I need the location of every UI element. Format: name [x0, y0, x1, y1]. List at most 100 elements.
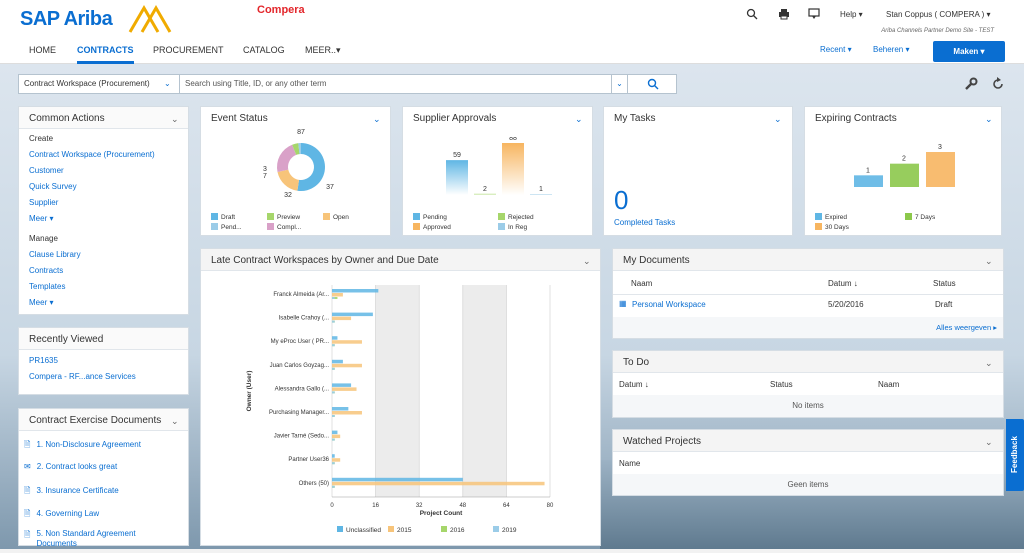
show-all-link[interactable]: Alles weergeven ▸: [936, 323, 997, 332]
chevron-down-icon[interactable]: ⌄: [985, 358, 993, 368]
bar: [926, 152, 955, 187]
divider: [179, 75, 180, 93]
panel-header: [19, 409, 188, 431]
search-scope[interactable]: Contract Workspace (Procurement): [24, 79, 150, 88]
slice-label: 87: [297, 129, 305, 136]
tab-procurement[interactable]: PROCUREMENT: [153, 45, 224, 55]
tick-label: 64: [503, 503, 510, 509]
wrench-icon[interactable]: [964, 77, 978, 91]
bar: [332, 411, 362, 415]
search-input[interactable]: Search using Title, ID, or any other ter…: [185, 79, 327, 88]
category-label: Others (50): [299, 481, 329, 487]
column-header-name[interactable]: Name: [619, 459, 641, 468]
column-header-name[interactable]: Naam: [631, 279, 653, 288]
recently-viewed-panel: Recently Viewed PR1635 Compera - RF...an…: [18, 327, 189, 395]
document-link[interactable]: Personal Workspace: [632, 300, 706, 309]
bar: [332, 407, 349, 411]
document-status: Draft: [935, 300, 953, 309]
tab-more[interactable]: MEER..▾: [305, 45, 341, 55]
list-item[interactable]: ✉ 2. Contract looks great: [24, 462, 146, 485]
slice-label: 37: [326, 184, 334, 191]
print-icon[interactable]: [778, 8, 790, 20]
document-link[interactable]: 5. Non Standard Agreement Documents: [36, 529, 136, 548]
manage-menu[interactable]: Beheren ▾: [873, 45, 910, 54]
legend-swatch: [211, 223, 218, 230]
legend-swatch: [493, 526, 499, 532]
column-header-status[interactable]: Status: [933, 279, 956, 288]
bar: [332, 340, 362, 344]
legend-item: 30 Days: [815, 223, 849, 231]
search-icon[interactable]: [746, 8, 758, 20]
search-button[interactable]: [627, 75, 677, 93]
chevron-down-icon[interactable]: ⌄: [583, 256, 591, 266]
panel-title: My Tasks: [614, 113, 656, 124]
chevron-down-icon[interactable]: ⌄: [985, 437, 993, 447]
bar: [332, 320, 335, 323]
late-workspaces-chart: Franck Almeida (Ar... Isabelle Crahoy (..…: [246, 285, 554, 534]
chevron-down-icon[interactable]: ⌄: [985, 256, 993, 266]
search-icon: [647, 78, 658, 90]
document-icon: 🗎: [24, 486, 31, 495]
document-link[interactable]: 3. Insurance Certificate: [36, 486, 119, 495]
chevron-down-icon[interactable]: ⌄: [575, 114, 583, 124]
action-link[interactable]: Templates: [29, 282, 66, 291]
feedback-button[interactable]: Feedback: [1006, 419, 1024, 491]
y-axis-label: Owner (User): [246, 371, 253, 412]
action-link[interactable]: Customer: [29, 166, 64, 175]
list-item[interactable]: 🗎 3. Insurance Certificate: [24, 485, 146, 508]
refresh-icon[interactable]: [991, 77, 1005, 91]
action-link[interactable]: Contract Workspace (Procurement): [29, 150, 155, 159]
legend-label: 2015: [397, 527, 412, 534]
chevron-down-icon[interactable]: ⌄: [171, 416, 179, 426]
completed-tasks-link[interactable]: Completed Tasks: [614, 218, 676, 227]
legend-item: Rejected: [498, 213, 534, 221]
task-count[interactable]: 0: [614, 185, 629, 215]
bar: [530, 194, 552, 195]
create-button[interactable]: Maken ▾: [933, 41, 1005, 62]
bar: [332, 434, 341, 439]
tab-contracts[interactable]: CONTRACTS: [77, 45, 134, 64]
chevron-down-icon[interactable]: ⌄: [164, 79, 171, 88]
section-label: Create: [29, 134, 54, 143]
action-link[interactable]: Clause Library: [29, 250, 81, 259]
legend-item: Compl...: [267, 223, 301, 231]
recent-item[interactable]: PR1635: [29, 356, 58, 365]
action-link[interactable]: Contracts: [29, 266, 64, 275]
recent-item[interactable]: Compera - RF...ance Services: [29, 372, 136, 381]
help-menu[interactable]: Help ▾: [840, 10, 863, 19]
bar: [332, 430, 338, 435]
document-link[interactable]: 4. Governing Law: [36, 509, 100, 518]
chevron-down-icon[interactable]: ⌄: [774, 114, 782, 124]
list-item[interactable]: 🗎 4. Governing Law: [24, 508, 146, 529]
list-item[interactable]: 🗎 1. Non-Disclosure Agreement: [24, 439, 146, 462]
chevron-down-icon[interactable]: ⌄: [611, 75, 627, 93]
chevron-down-icon[interactable]: ⌄: [171, 114, 179, 124]
tick-label: 0: [330, 503, 334, 509]
main-nav: HOME CONTRACTS PROCUREMENT CATALOG MEER.…: [0, 40, 1024, 64]
action-link[interactable]: Quick Survey: [29, 182, 77, 191]
notification-icon[interactable]: [808, 8, 820, 20]
column-header-date[interactable]: Datum ↓: [828, 279, 858, 288]
column-header-name[interactable]: Naam: [878, 380, 900, 389]
recent-menu[interactable]: Recent ▾: [820, 45, 852, 54]
column-header-date[interactable]: Datum ↓: [619, 380, 649, 389]
list-item[interactable]: 🗎 5. Non Standard Agreement Documents: [24, 529, 146, 553]
document-link[interactable]: 1. Non-Disclosure Agreement: [36, 440, 141, 449]
chevron-down-icon[interactable]: ⌄: [985, 114, 993, 124]
tab-home[interactable]: HOME: [29, 45, 56, 55]
tab-catalog[interactable]: CATALOG: [243, 45, 285, 55]
more-link[interactable]: Meer ▾: [29, 298, 54, 307]
user-menu[interactable]: Stan Coppus ( COMPERA ) ▾: [886, 10, 991, 19]
bar: [332, 383, 352, 387]
top-bar: SAP Ariba Compera Help ▾ Stan Coppus ( C…: [0, 0, 1024, 40]
panel-header: [19, 328, 188, 350]
more-link[interactable]: Meer ▾: [29, 214, 54, 223]
bar-label: 2: [902, 156, 906, 163]
action-link[interactable]: Supplier: [29, 198, 59, 207]
event-status-donut: 87 32 37 73: [263, 129, 334, 199]
manage-list: Manage Clause Library Contracts Template…: [29, 231, 81, 311]
chevron-down-icon[interactable]: ⌄: [373, 114, 381, 124]
document-link[interactable]: 2. Contract looks great: [36, 462, 118, 471]
ariba-logo-icon: [128, 5, 172, 33]
column-header-status[interactable]: Status: [770, 380, 793, 389]
